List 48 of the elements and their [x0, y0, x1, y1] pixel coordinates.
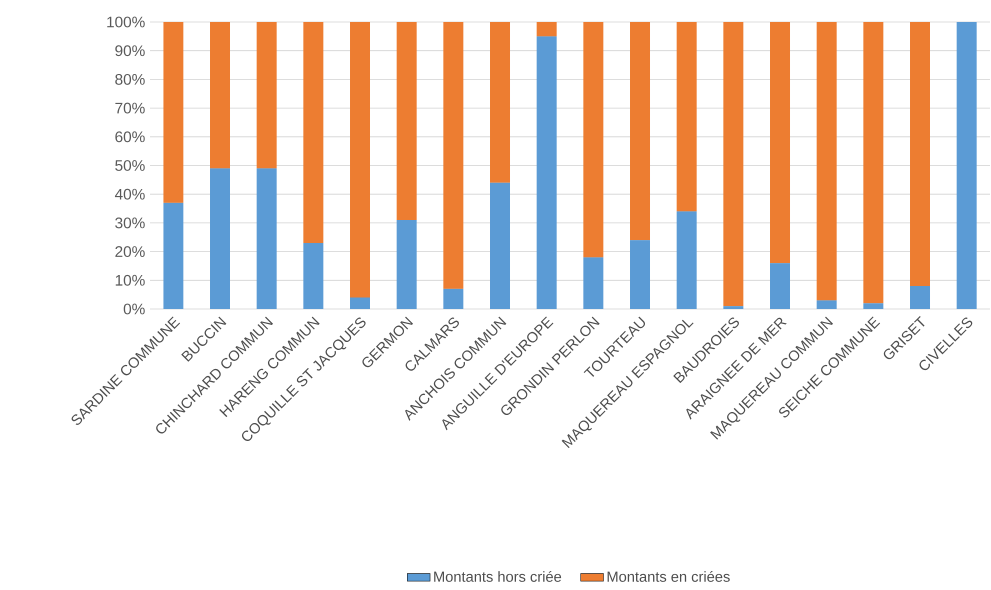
bar — [863, 22, 884, 304]
bar — [676, 211, 697, 309]
bar — [770, 22, 790, 264]
y-tick-label: 70% — [115, 102, 145, 114]
y-tick-label: 40% — [114, 188, 145, 200]
bar — [676, 22, 697, 212]
bar — [210, 22, 230, 168]
y-tick-label: 50% — [115, 160, 145, 171]
y-tick-label: 60% — [115, 131, 145, 142]
bar — [163, 202, 184, 309]
bar — [256, 168, 277, 309]
bar — [210, 168, 230, 309]
bar — [303, 242, 324, 309]
y-tick-label: 0% — [124, 304, 145, 314]
bar — [443, 288, 464, 309]
bar — [583, 257, 604, 309]
bar — [956, 22, 977, 309]
bar — [396, 22, 417, 220]
bar — [816, 22, 837, 300]
bar — [536, 36, 557, 309]
bar — [770, 263, 790, 309]
bar — [163, 22, 184, 203]
legend-label: Montants hors criée — [434, 570, 562, 582]
bar — [443, 22, 464, 289]
bar — [536, 22, 557, 36]
bar — [863, 303, 884, 309]
y-tick-label: 80% — [115, 74, 145, 85]
bar — [630, 240, 650, 309]
y-tick-label: 20% — [115, 246, 145, 258]
bar — [583, 22, 604, 258]
bar — [910, 286, 930, 309]
bar — [303, 22, 324, 243]
bar — [816, 300, 837, 309]
bar — [396, 220, 417, 309]
y-tick-label: 90% — [115, 45, 145, 56]
legend-label: Montants en criées — [608, 570, 730, 582]
bar — [723, 306, 744, 309]
y-tick-label: 100% — [107, 16, 145, 28]
bar — [350, 22, 370, 298]
y-tick-label: 10% — [116, 274, 145, 286]
bar — [490, 182, 510, 309]
bar — [256, 22, 277, 168]
bar — [630, 22, 650, 240]
y-tick-label: 30% — [115, 217, 145, 228]
bar — [723, 22, 744, 306]
bar — [490, 22, 510, 183]
bar — [350, 298, 370, 309]
bar — [910, 22, 930, 286]
